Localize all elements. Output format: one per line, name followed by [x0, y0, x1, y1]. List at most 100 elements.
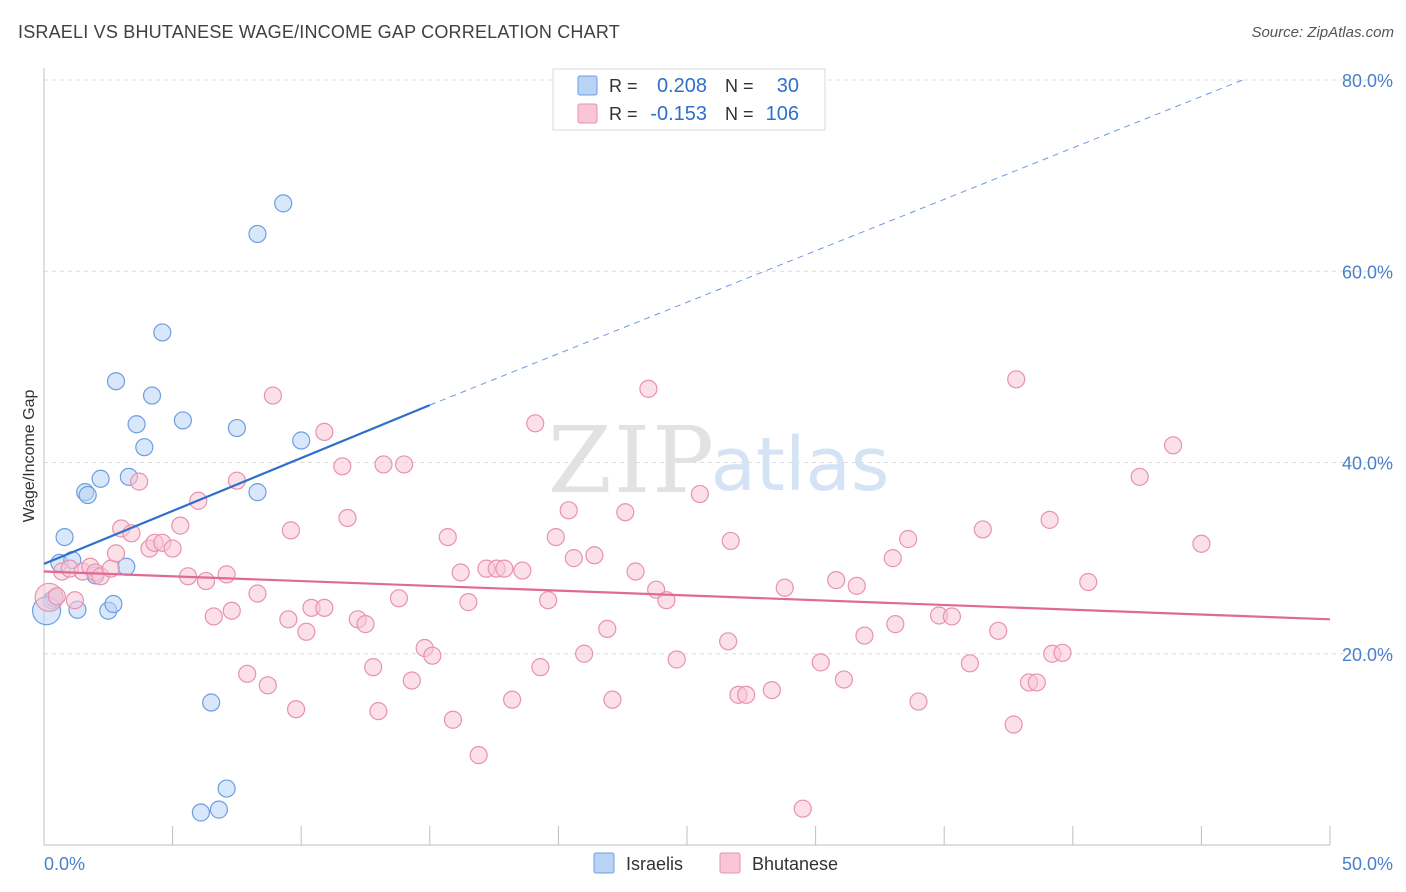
israelis-n-value: 30 — [777, 75, 799, 97]
bhutanese-point-1 — [47, 587, 66, 606]
bhutanese-point-59 — [526, 414, 545, 433]
bhutanese-point-81 — [775, 578, 794, 597]
bhutanese-point-79 — [737, 685, 756, 704]
y-tick-label-0: 20.0% — [1342, 645, 1393, 665]
israelis-point-23 — [217, 779, 236, 798]
x-tick-label-min: 0.0% — [44, 854, 85, 874]
bhutanese-point-74 — [667, 650, 686, 669]
bhutanese-point-71 — [639, 379, 658, 398]
israelis-trend-extension — [429, 79, 1243, 406]
bhutanese-point-13 — [130, 472, 149, 491]
bhutanese-point-24 — [222, 601, 241, 620]
bhutanese-point-88 — [883, 549, 902, 568]
israelis-point-28 — [292, 431, 311, 450]
bhutanese-point-80 — [762, 680, 781, 700]
bhutanese-point-32 — [286, 700, 306, 719]
bhutanese-point-65 — [575, 644, 594, 663]
legend-israelis-swatch — [593, 852, 615, 874]
bhutanese-point-44 — [389, 589, 409, 608]
bhutanese-point-57 — [503, 690, 522, 709]
bhutanese-point-56 — [495, 559, 514, 578]
bhutanese-point-35 — [315, 598, 334, 617]
trend-lines — [43, 79, 1331, 621]
bhutanese-point-97 — [1004, 715, 1023, 734]
gridlines — [44, 79, 1393, 655]
bhutanese-point-63 — [559, 501, 578, 520]
bhutanese-point-68 — [603, 690, 622, 709]
bhutanese-point-17 — [163, 539, 182, 558]
bhutanese-point-21 — [196, 571, 216, 591]
legend-bhutanese-label: Bhutanese — [752, 854, 838, 874]
israelis-swatch — [577, 75, 598, 96]
bhutanese-point-107 — [1192, 534, 1211, 553]
y-tick-label-3: 80.0% — [1342, 71, 1393, 91]
bhutanese-point-58 — [513, 561, 532, 580]
bhutanese-point-106 — [1164, 436, 1183, 455]
bhutanese-point-73 — [657, 591, 676, 610]
bhutanese-n-label: N = — [725, 104, 754, 124]
israelis-point-21 — [202, 693, 221, 712]
bhutanese-point-30 — [279, 610, 298, 629]
bhutanese-n-value: 106 — [766, 103, 799, 125]
bhutanese-point-89 — [886, 615, 905, 634]
y-axis-label: Wage/Income Gap — [21, 390, 38, 523]
series-legend: Israelis Bhutanese — [593, 852, 838, 874]
bhutanese-point-4 — [65, 591, 84, 610]
y-tick-label-2: 60.0% — [1342, 262, 1393, 282]
bhutanese-point-23 — [217, 565, 236, 584]
bhutanese-point-66 — [585, 546, 604, 565]
bhutanese-point-10 — [106, 544, 126, 563]
bhutanese-point-85 — [834, 670, 853, 689]
bhutanese-point-48 — [423, 646, 442, 665]
bhutanese-point-36 — [315, 422, 334, 441]
israelis-points — [31, 194, 311, 822]
bhutanese-point-37 — [333, 457, 352, 476]
legend-bhutanese-swatch — [719, 852, 741, 874]
bhutanese-point-98 — [1007, 370, 1026, 389]
bhutanese-point-51 — [451, 563, 470, 582]
bhutanese-point-29 — [263, 386, 283, 405]
bhutanese-point-87 — [855, 626, 874, 645]
bhutanese-point-50 — [443, 710, 463, 729]
watermark: ZIP atlas — [548, 407, 890, 514]
bhutanese-points — [34, 370, 1211, 818]
bhutanese-point-53 — [469, 746, 488, 765]
israelis-point-3 — [55, 527, 74, 547]
bhutanese-point-27 — [248, 584, 267, 603]
bhutanese-point-100 — [1027, 673, 1046, 692]
bhutanese-point-95 — [973, 520, 992, 539]
bhutanese-point-75 — [690, 484, 709, 504]
source-credit: Source: ZipAtlas.com — [1251, 24, 1394, 41]
israelis-r-value: 0.208 — [657, 75, 707, 97]
bhutanese-point-43 — [374, 455, 393, 474]
bhutanese-point-70 — [626, 562, 645, 581]
bhutanese-point-91 — [909, 692, 928, 711]
israelis-trend-line — [43, 404, 431, 565]
axes — [43, 68, 1331, 846]
bhutanese-point-76 — [719, 632, 738, 651]
bhutanese-point-86 — [847, 576, 866, 595]
bhutanese-trend-line — [43, 570, 1331, 621]
israelis-point-24 — [227, 418, 246, 438]
bhutanese-point-45 — [394, 455, 414, 474]
bhutanese-point-83 — [811, 653, 830, 672]
chart-title: ISRAELI VS BHUTANESE WAGE/INCOME GAP COR… — [18, 22, 620, 42]
bhutanese-point-31 — [281, 521, 301, 540]
israelis-point-18 — [153, 323, 172, 342]
bhutanese-point-103 — [1053, 643, 1072, 662]
bhutanese-point-94 — [960, 654, 980, 673]
bhutanese-point-60 — [531, 658, 550, 677]
israelis-point-12 — [106, 372, 126, 391]
bhutanese-point-52 — [459, 593, 478, 612]
bhutanese-point-84 — [827, 571, 846, 590]
stats-legend: R = 0.208 N = 30 R = -0.153 N = 106 — [552, 68, 826, 131]
israelis-point-11 — [104, 594, 123, 614]
x-tick-label-max: 50.0% — [1342, 854, 1393, 874]
bhutanese-point-42 — [369, 702, 388, 721]
bhutanese-point-40 — [356, 615, 375, 634]
y-axis-tick-labels: 20.0% 40.0% 60.0% 80.0% — [1342, 71, 1393, 665]
bhutanese-point-67 — [598, 619, 617, 638]
israelis-point-20 — [191, 803, 210, 822]
bhutanese-point-38 — [338, 508, 357, 528]
